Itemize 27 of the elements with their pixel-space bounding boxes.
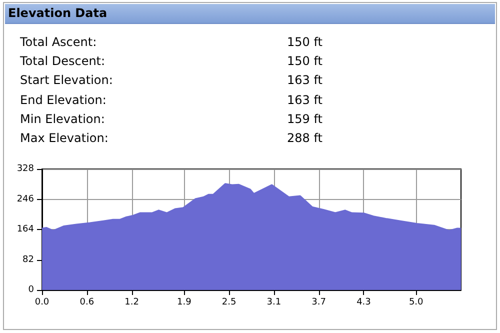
text: Min Elevation:: [20, 112, 105, 126]
x-tick-label: 5.0: [408, 298, 424, 308]
x-tick-label: 3.1: [266, 298, 282, 308]
x-tick-label: 1.2: [124, 298, 139, 308]
text: End Elevation:: [20, 92, 106, 107]
text: 159 ft: [287, 112, 322, 126]
text: Total Descent:: [20, 54, 106, 68]
x-tick-label: 0.0: [34, 298, 50, 308]
y-tick-label: 328: [16, 164, 34, 174]
x-tick-label: 4.3: [356, 298, 371, 308]
x-tick-label: 2.5: [222, 298, 236, 308]
x-tick-label: 3.7: [312, 298, 326, 308]
y-tick-label: 246: [16, 194, 34, 204]
y-tick-label: 0: [28, 285, 34, 295]
text: 288 ft: [287, 131, 322, 145]
x-tick-label: 1.9: [176, 298, 192, 308]
text: 163 ft: [287, 73, 322, 88]
text: Max Elevation:: [20, 131, 108, 145]
text: Elevation Data: [5, 4, 495, 24]
x-tick-label: 0.6: [80, 298, 94, 308]
text: 150 ft: [287, 35, 322, 49]
text: Start Elevation:: [20, 73, 113, 88]
text: Total Ascent:: [20, 35, 97, 49]
text: 163 ft: [287, 92, 322, 107]
text: 150 ft: [287, 54, 322, 68]
y-tick-label: 164: [16, 224, 34, 234]
y-tick-label: 82: [22, 254, 34, 265]
